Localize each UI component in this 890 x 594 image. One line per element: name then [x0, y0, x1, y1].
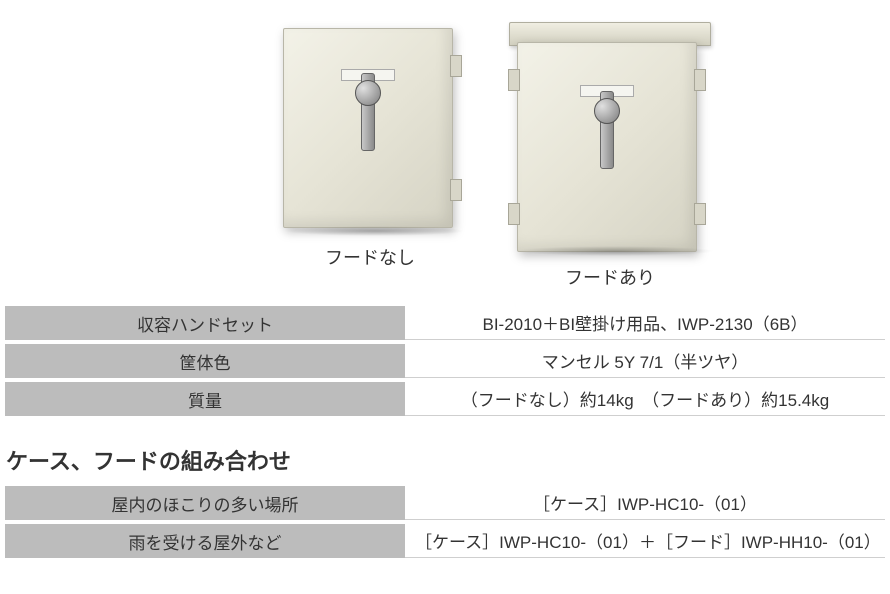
caption-with-hood: フードあり — [565, 264, 655, 290]
combo-value: ［ケース］IWP-HC10-（01）＋［フード］IWP-HH10-（01） — [405, 524, 885, 558]
spec-table: 収容ハンドセット BI-2010＋BI壁掛け用品、IWP-2130（6B） 筐体… — [5, 302, 885, 420]
combo-label: 雨を受ける屋外など — [5, 524, 405, 558]
handle-icon — [361, 73, 375, 151]
combo-table: 屋内のほこりの多い場所 ［ケース］IWP-HC10-（01） 雨を受ける屋外など… — [5, 482, 885, 562]
mount-ear-icon — [694, 69, 706, 91]
product-image-no-hood: フードなし — [275, 8, 465, 290]
combo-label: 屋内のほこりの多い場所 — [5, 486, 405, 520]
enclosure-illustration-hood — [505, 8, 715, 258]
table-row: 屋内のほこりの多い場所 ［ケース］IWP-HC10-（01） — [5, 486, 885, 520]
spec-label: 質量 — [5, 382, 405, 416]
spec-value: BI-2010＋BI壁掛け用品、IWP-2130（6B） — [405, 306, 885, 340]
handle-icon — [600, 91, 614, 169]
mount-ear-icon — [508, 203, 520, 225]
caption-no-hood: フードなし — [325, 244, 415, 270]
spec-label: 収容ハンドセット — [5, 306, 405, 340]
mount-ear-icon — [508, 69, 520, 91]
table-row: 質量 （フードなし）約14kg （フードあり）約15.4kg — [5, 382, 885, 416]
shadow-icon — [515, 246, 715, 256]
table-row: 筐体色 マンセル 5Y 7/1（半ツヤ） — [5, 344, 885, 378]
spec-label: 筐体色 — [5, 344, 405, 378]
section-heading-combo: ケース、フードの組み合わせ — [6, 444, 890, 476]
mount-ear-icon — [450, 179, 462, 201]
product-image-with-hood: フードあり — [505, 8, 715, 290]
combo-value: ［ケース］IWP-HC10-（01） — [405, 486, 885, 520]
spec-value: マンセル 5Y 7/1（半ツヤ） — [405, 344, 885, 378]
enclosure-illustration — [275, 8, 465, 238]
product-images-row: フードなし フードあり — [0, 8, 890, 290]
table-row: 雨を受ける屋外など ［ケース］IWP-HC10-（01）＋［フード］IWP-HH… — [5, 524, 885, 558]
mount-ear-icon — [694, 203, 706, 225]
shadow-icon — [285, 226, 465, 236]
mount-ear-icon — [450, 55, 462, 77]
table-row: 収容ハンドセット BI-2010＋BI壁掛け用品、IWP-2130（6B） — [5, 306, 885, 340]
spec-value: （フードなし）約14kg （フードあり）約15.4kg — [405, 382, 885, 416]
